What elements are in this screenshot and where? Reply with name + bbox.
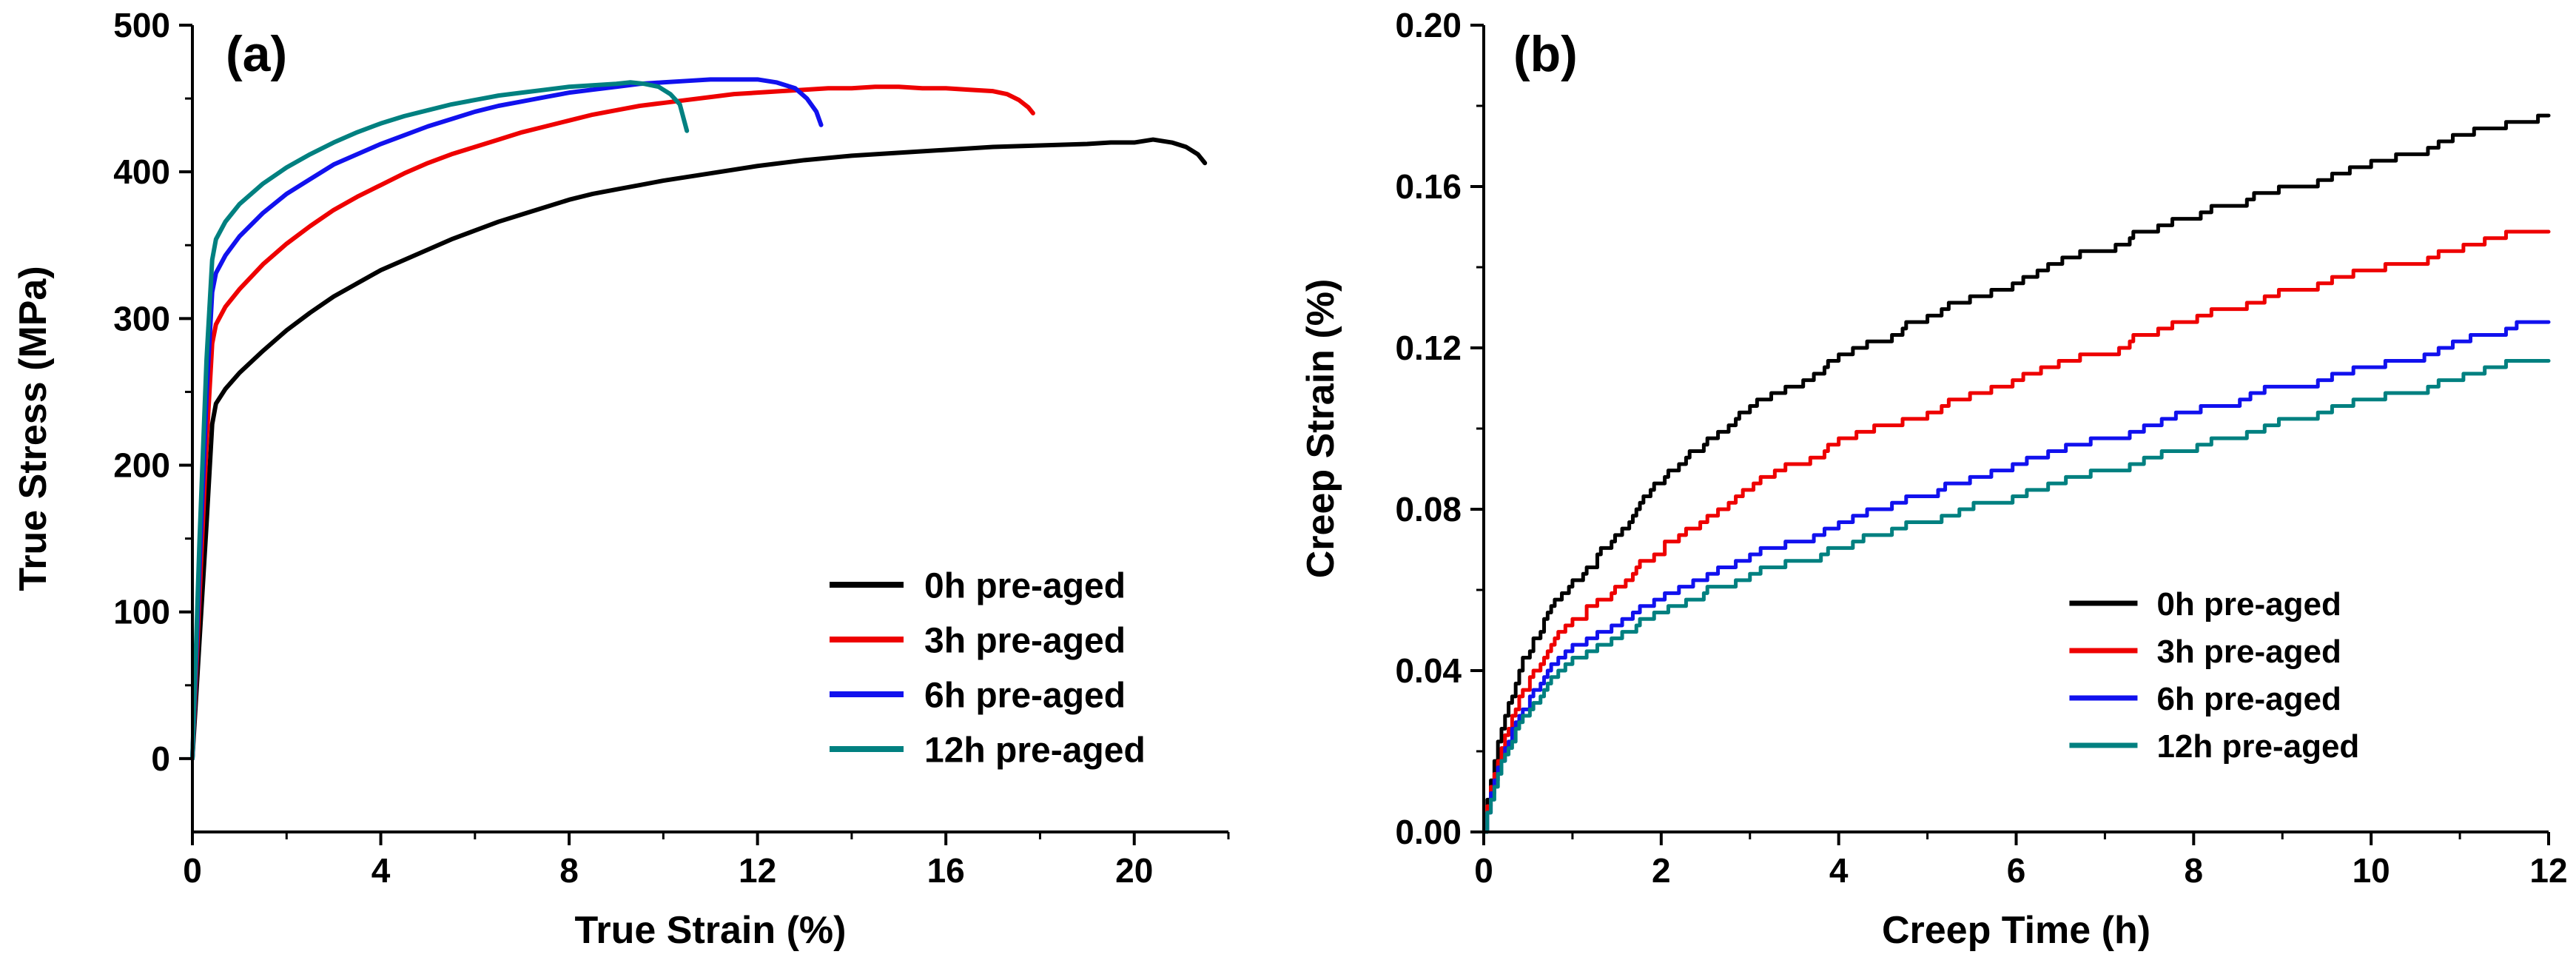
- chart-background: [1288, 0, 2575, 980]
- legend-item-3h-pre-aged: 3h pre-aged: [830, 621, 1126, 660]
- y-tick-label: 0.20: [1395, 6, 1462, 44]
- y-axis-title: Creep Strain (%): [1299, 279, 1342, 579]
- y-tick-label: 0.12: [1395, 329, 1462, 367]
- y-tick-label: 0: [151, 739, 170, 778]
- legend-label: 6h pre-aged: [2156, 681, 2341, 717]
- legend-item-0h-pre-aged: 0h pre-aged: [830, 566, 1126, 605]
- legend-item-6h-pre-aged: 6h pre-aged: [2069, 681, 2341, 717]
- panel-a: 0 4 8 12 16 20 0 100 200 300 400 500 True Strain (%)…: [0, 0, 1288, 980]
- curve-0h-pre-aged: [1482, 113, 2551, 834]
- creep-strain-time-chart: 0 2 4 6 8 10 12 0.00 0.04 0.08 0.12 0.16 0.20 Creep T…: [1288, 0, 2575, 980]
- y-axis-title: True Stress (MPa): [12, 266, 55, 591]
- legend-item-12h-pre-aged: 12h pre-aged: [2069, 728, 2359, 765]
- legend-item-12h-pre-aged: 12h pre-aged: [830, 731, 1146, 770]
- curve-0h-pre-aged: [190, 137, 1208, 761]
- x-tick-label: 12: [739, 851, 776, 890]
- x-tick-label: 12: [2529, 851, 2567, 890]
- curves: [190, 77, 1208, 761]
- curve-12h-pre-aged: [190, 80, 690, 761]
- legend-label: 0h pre-aged: [924, 566, 1126, 605]
- y-tick-label: 0.00: [1395, 813, 1462, 851]
- legend-item-6h-pre-aged: 6h pre-aged: [830, 676, 1126, 715]
- y-tick-label: 0.04: [1395, 651, 1462, 690]
- chart-background: [0, 0, 1288, 980]
- legend-label: 6h pre-aged: [924, 676, 1126, 715]
- y-tick-label: 200: [113, 446, 170, 485]
- curve-3h-pre-aged: [1482, 229, 2551, 834]
- x-tick-label: 0: [183, 851, 202, 890]
- x-axis-title: Creep Time (h): [1882, 909, 2150, 952]
- y-tick-label: 100: [113, 593, 170, 631]
- curve-6h-pre-aged: [1482, 320, 2551, 834]
- x-tick-label: 10: [2353, 851, 2390, 890]
- ticks: 0 2 4 6 8 10 12 0.00 0.04 0.08 0.12 0.16 0.20: [1395, 6, 2567, 890]
- y-tick-label: 0.08: [1395, 490, 1462, 528]
- panel-b: 0 2 4 6 8 10 12 0.00 0.04 0.08 0.12 0.16 0.20 Creep T…: [1288, 0, 2575, 980]
- y-tick-label: 500: [113, 6, 170, 44]
- curves: [1482, 113, 2551, 834]
- x-axis-title: True Strain (%): [575, 909, 847, 952]
- legend-label: 12h pre-aged: [2156, 728, 2359, 765]
- x-tick-label: 20: [1115, 851, 1153, 890]
- x-tick-label: 4: [371, 851, 391, 890]
- panel-a-label: (a): [226, 26, 288, 82]
- x-tick-label: 8: [559, 851, 579, 890]
- y-tick-label: 0.16: [1395, 167, 1462, 206]
- x-tick-label: 0: [1474, 851, 1493, 890]
- y-tick-label: 300: [113, 299, 170, 338]
- panel-b-label: (b): [1513, 26, 1578, 82]
- legend-label: 3h pre-aged: [2156, 634, 2341, 670]
- axes: [191, 25, 1228, 833]
- x-tick-label: 6: [2007, 851, 2026, 890]
- legend: 0h pre-aged 3h pre-aged 6h pre-aged 12h pre…: [830, 566, 1146, 770]
- curve-3h-pre-aged: [190, 84, 1035, 761]
- x-tick-label: 4: [1829, 851, 1849, 890]
- legend-label: 3h pre-aged: [924, 621, 1126, 660]
- x-tick-label: 8: [2185, 851, 2204, 890]
- x-tick-label: 2: [1652, 851, 1671, 890]
- curve-6h-pre-aged: [190, 77, 824, 761]
- legend: 0h pre-aged 3h pre-aged 6h pre-aged 12h pre…: [2069, 586, 2359, 765]
- curve-12h-pre-aged: [1482, 358, 2551, 834]
- y-tick-label: 400: [113, 152, 170, 191]
- legend-label: 12h pre-aged: [924, 731, 1146, 770]
- x-tick-label: 16: [927, 851, 965, 890]
- legend-item-3h-pre-aged: 3h pre-aged: [2069, 634, 2341, 670]
- legend-label: 0h pre-aged: [2156, 586, 2341, 622]
- legend-item-0h-pre-aged: 0h pre-aged: [2069, 586, 2341, 622]
